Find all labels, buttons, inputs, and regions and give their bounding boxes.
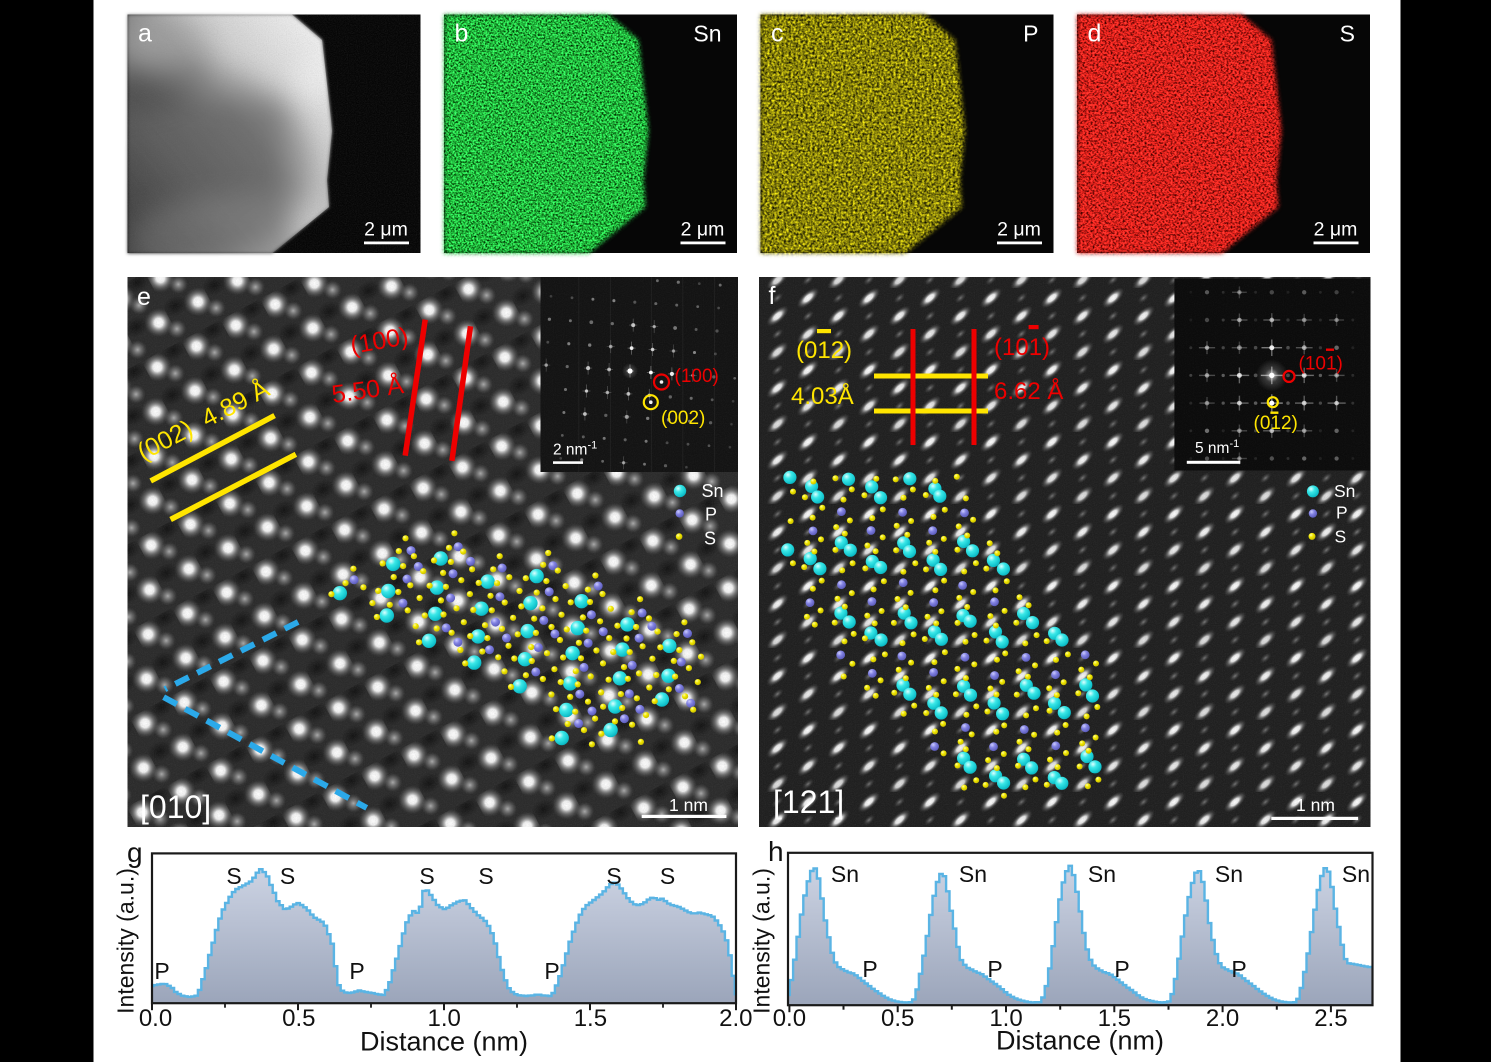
- svg-text:1.5: 1.5: [1098, 1005, 1131, 1032]
- svg-text:2.0: 2.0: [1206, 1005, 1239, 1032]
- svg-text:h: h: [768, 836, 784, 867]
- svg-text:0.0: 0.0: [773, 1005, 806, 1032]
- svg-text:P: P: [1336, 503, 1348, 523]
- svg-text:5 nm-1: 5 nm-1: [1195, 438, 1239, 457]
- svg-text:S: S: [1335, 527, 1347, 547]
- svg-text:Sn: Sn: [1342, 861, 1370, 887]
- svg-text:2 nm-1: 2 nm-1: [553, 440, 597, 459]
- svg-text:2 μm: 2 μm: [997, 219, 1041, 241]
- svg-text:Sn: Sn: [1088, 861, 1116, 887]
- svg-text:Sn: Sn: [959, 861, 987, 887]
- svg-text:P: P: [1023, 21, 1038, 47]
- svg-text:P: P: [862, 956, 877, 982]
- svg-text:g: g: [127, 837, 143, 868]
- svg-text:[010]: [010]: [140, 789, 211, 825]
- svg-text:Sn: Sn: [1215, 861, 1243, 887]
- svg-text:P: P: [987, 956, 1002, 982]
- svg-text:Distance (nm): Distance (nm): [996, 1026, 1164, 1056]
- svg-text:1 nm: 1 nm: [1296, 795, 1335, 815]
- svg-text:c: c: [771, 20, 784, 48]
- svg-text:0.5: 0.5: [282, 1005, 315, 1032]
- svg-text:2 μm: 2 μm: [681, 219, 725, 241]
- svg-text:b: b: [455, 20, 469, 48]
- svg-text:Sn: Sn: [702, 481, 724, 501]
- svg-text:Intensity (a.u.): Intensity (a.u.): [749, 868, 775, 1014]
- svg-text:4.03Å: 4.03Å: [791, 382, 854, 410]
- svg-text:e: e: [137, 283, 151, 311]
- svg-text:P: P: [349, 958, 364, 984]
- svg-text:P: P: [705, 505, 717, 525]
- svg-text:(012): (012): [1254, 413, 1298, 434]
- svg-text:a: a: [138, 20, 152, 48]
- svg-text:[121]: [121]: [773, 784, 844, 820]
- svg-text:1.0: 1.0: [989, 1005, 1022, 1032]
- svg-text:1 nm: 1 nm: [669, 795, 708, 815]
- svg-text:S: S: [660, 863, 675, 889]
- svg-text:d: d: [1088, 20, 1102, 48]
- svg-text:2.0: 2.0: [719, 1005, 752, 1032]
- svg-text:1.5: 1.5: [574, 1005, 607, 1032]
- svg-text:(012): (012): [796, 337, 852, 364]
- svg-text:(002): (002): [661, 408, 705, 429]
- svg-text:S: S: [280, 863, 295, 889]
- svg-text:2 μm: 2 μm: [364, 219, 408, 241]
- svg-text:f: f: [769, 282, 776, 310]
- svg-text:(101): (101): [1299, 354, 1343, 375]
- svg-text:P: P: [1231, 956, 1246, 982]
- svg-text:Sn: Sn: [831, 861, 859, 887]
- svg-text:S: S: [478, 863, 493, 889]
- svg-text:2.5: 2.5: [1314, 1005, 1347, 1032]
- svg-text:P: P: [1114, 956, 1129, 982]
- svg-text:Distance (nm): Distance (nm): [360, 1027, 528, 1057]
- svg-text:P: P: [154, 958, 169, 984]
- svg-text:S: S: [419, 863, 434, 889]
- svg-text:6.62 Å: 6.62 Å: [994, 377, 1063, 405]
- svg-text:Sn: Sn: [1334, 481, 1355, 501]
- svg-text:Intensity (a.u.): Intensity (a.u.): [113, 868, 139, 1014]
- svg-text:0.5: 0.5: [881, 1005, 914, 1032]
- svg-text:P: P: [544, 958, 559, 984]
- svg-text:S: S: [704, 529, 716, 549]
- svg-text:S: S: [606, 863, 621, 889]
- svg-text:1.0: 1.0: [428, 1005, 461, 1032]
- svg-text:(101): (101): [994, 334, 1050, 361]
- svg-text:0.0: 0.0: [139, 1005, 172, 1032]
- svg-text:Sn: Sn: [693, 21, 721, 47]
- svg-text:S: S: [1340, 21, 1355, 47]
- svg-text:S: S: [226, 863, 241, 889]
- svg-text:2 μm: 2 μm: [1314, 219, 1358, 241]
- svg-text:(100): (100): [675, 366, 719, 387]
